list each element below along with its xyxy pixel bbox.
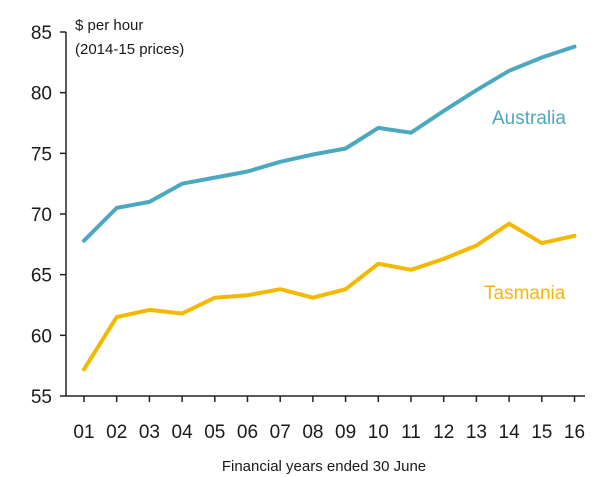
x-axis-label: Financial years ended 30 June <box>222 458 426 475</box>
x-ticks: 01 02 03 04 05 06 07 08 09 10 11 12 13 14 15 16 <box>73 396 585 443</box>
x-tick-label: 13 <box>466 422 487 443</box>
x-tick-label: 09 <box>335 422 356 443</box>
series-line-australia <box>82 44 577 243</box>
x-tick-label: 01 <box>73 422 94 443</box>
x-tick-label: 14 <box>499 422 521 443</box>
series-lines <box>82 44 577 372</box>
y-tick-label: 85 <box>31 23 52 44</box>
y-tick-label: 65 <box>31 266 52 287</box>
y-axis-label-line-1: $ per hour <box>75 17 143 34</box>
series-label-tasmania: Tasmania <box>484 283 566 304</box>
series-line-tasmania <box>82 221 577 372</box>
x-tick-label: 10 <box>368 422 389 443</box>
y-tick-label: 60 <box>31 326 52 347</box>
x-tick-label: 15 <box>531 422 552 443</box>
y-ticks: 55 60 65 70 75 80 85 <box>31 23 66 408</box>
x-tick-label: 05 <box>204 422 225 443</box>
x-tick-label: 08 <box>302 422 323 443</box>
x-tick-label: 12 <box>433 422 454 443</box>
y-tick-label: 80 <box>31 84 52 105</box>
y-axis-label-line-2: (2014-15 prices) <box>75 41 184 58</box>
x-tick-label: 11 <box>401 422 421 443</box>
x-tick-label: 04 <box>172 422 194 443</box>
x-tick-label: 02 <box>106 422 127 443</box>
x-tick-label: 07 <box>270 422 291 443</box>
y-tick-label: 75 <box>31 144 52 165</box>
x-tick-label: 16 <box>564 422 585 443</box>
y-tick-label: 55 <box>31 387 52 408</box>
series-label-australia: Australia <box>492 108 566 129</box>
y-tick-label: 70 <box>31 205 52 226</box>
x-tick-label: 06 <box>237 422 258 443</box>
x-tick-label: 03 <box>139 422 160 443</box>
